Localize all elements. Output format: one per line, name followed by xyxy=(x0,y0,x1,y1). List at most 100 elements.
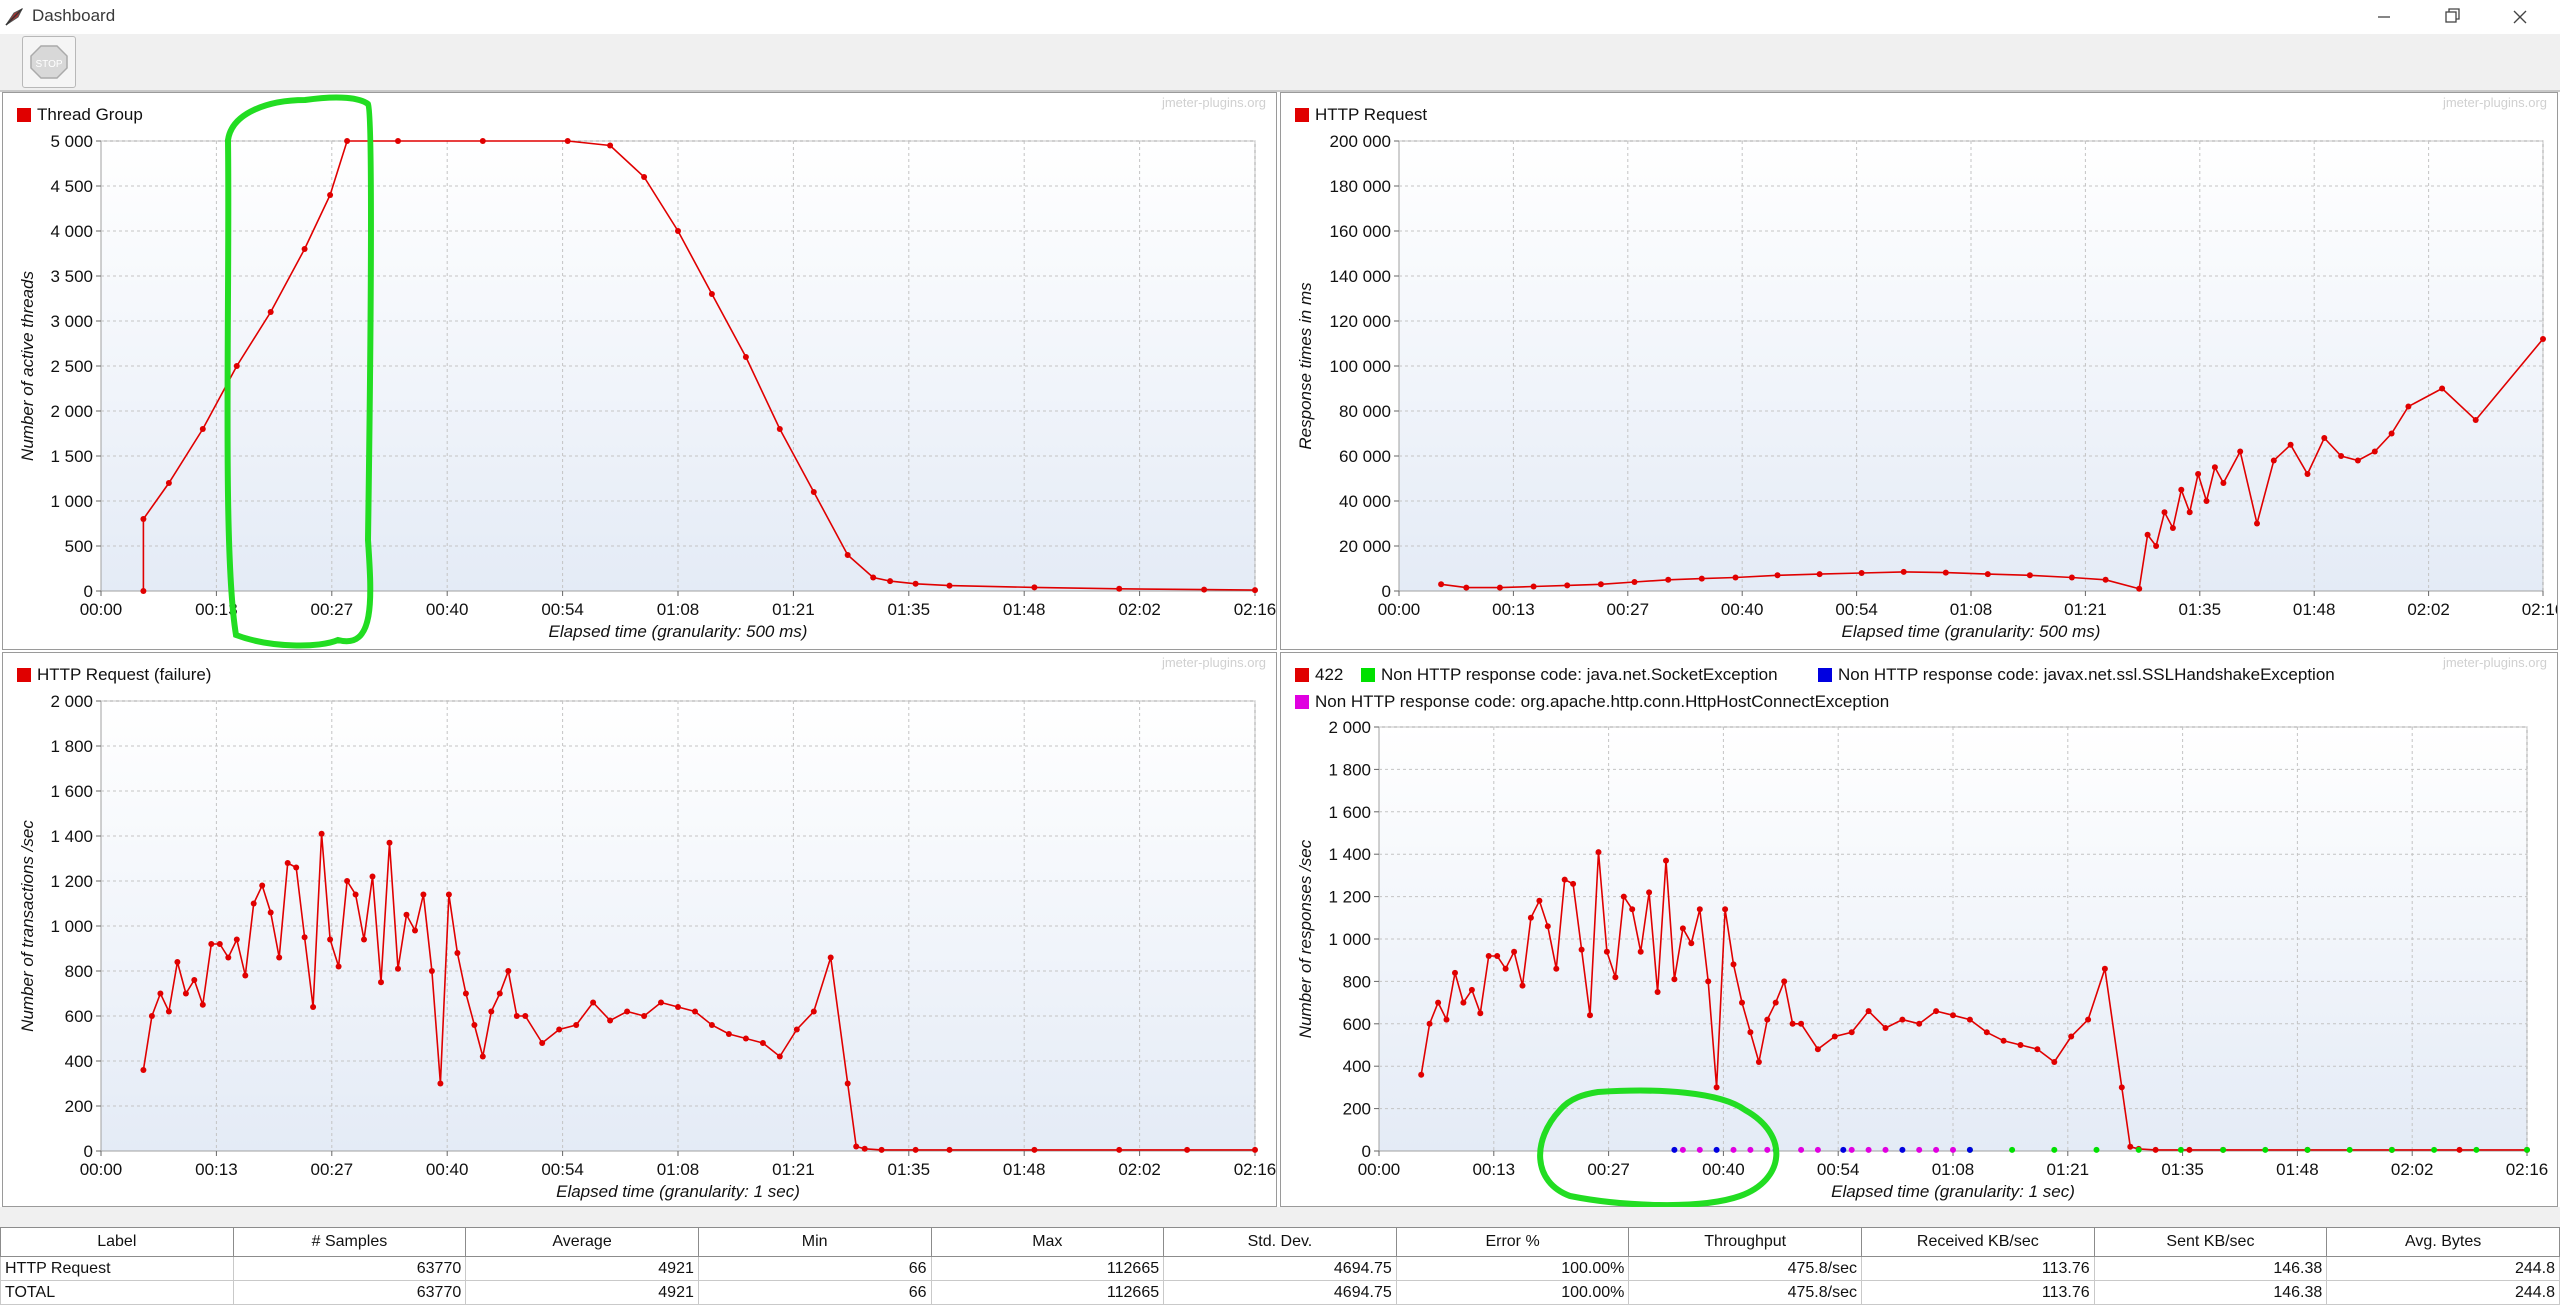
data-point xyxy=(2135,1146,2142,1153)
legend-swatch xyxy=(1295,695,1309,709)
data-point xyxy=(1950,1146,1956,1153)
data-point xyxy=(2017,1042,2024,1048)
watermark: jmeter-plugins.org xyxy=(1161,95,1266,110)
data-point xyxy=(2009,1146,2016,1153)
data-point xyxy=(2186,1146,2193,1153)
column-header[interactable]: Label xyxy=(0,1227,234,1257)
data-point xyxy=(870,574,877,581)
data-point xyxy=(912,1146,919,1153)
data-point xyxy=(1511,948,1518,955)
data-point xyxy=(1468,986,1475,993)
data-point xyxy=(2127,1143,2134,1150)
data-point xyxy=(793,1026,800,1033)
data-point xyxy=(1713,1084,1720,1091)
column-header[interactable]: # Samples xyxy=(232,1227,467,1257)
data-point xyxy=(1494,953,1501,959)
data-point xyxy=(250,900,257,907)
legend-swatch xyxy=(1295,668,1309,682)
data-point xyxy=(1899,1016,1906,1023)
table-cell: 244.8 xyxy=(2326,1280,2560,1305)
y-tick-label: 3 000 xyxy=(50,312,93,331)
table-row[interactable]: HTTP Request 63770 4921 66 112665 4694.75 100.… xyxy=(0,1256,2560,1281)
column-header[interactable]: Std. Dev. xyxy=(1163,1227,1397,1257)
x-tick-label: 00:27 xyxy=(311,1160,354,1179)
data-point xyxy=(1848,1029,1855,1036)
legend-swatch xyxy=(1295,108,1309,122)
chart-svg: jmeter-plugins.org 422 Non HTTP response c… xyxy=(1295,655,2549,1201)
x-tick-label: 00:27 xyxy=(1607,600,1650,619)
y-tick-label: 1 800 xyxy=(1328,760,1371,779)
data-point xyxy=(2388,1146,2395,1153)
column-header[interactable]: Throughput xyxy=(1628,1227,1862,1257)
x-tick-label: 00:00 xyxy=(80,600,123,619)
column-header[interactable]: Error % xyxy=(1395,1227,1630,1257)
data-point xyxy=(335,963,342,970)
x-tick-label: 01:35 xyxy=(2161,1160,2204,1179)
table-cell: 113.76 xyxy=(1861,1280,2095,1305)
data-point xyxy=(1201,586,1208,593)
y-tick-label: 1 200 xyxy=(50,872,93,891)
data-point xyxy=(878,1146,885,1153)
data-point xyxy=(233,363,240,369)
table-cell: 475.8/sec xyxy=(1628,1256,1862,1281)
data-point xyxy=(1485,953,1492,959)
data-point xyxy=(1631,579,1638,585)
data-point xyxy=(2000,1037,2007,1044)
data-point xyxy=(1031,1146,1038,1153)
data-point xyxy=(2354,457,2361,464)
minimize-button[interactable] xyxy=(2356,0,2412,34)
table-header-row: Label # Samples Average Min Max Std. Dev. Erro… xyxy=(0,1227,2560,1257)
data-point xyxy=(1184,1146,1191,1153)
x-tick-label: 02:16 xyxy=(2506,1160,2549,1179)
data-point xyxy=(776,426,783,432)
data-point xyxy=(1252,1146,1258,1153)
data-point xyxy=(428,968,435,974)
data-point xyxy=(2085,1016,2092,1023)
data-point xyxy=(1435,999,1442,1006)
data-point xyxy=(505,968,512,974)
data-point xyxy=(1595,849,1602,856)
data-point xyxy=(1900,568,1907,575)
column-header[interactable]: Avg. Bytes xyxy=(2326,1227,2560,1257)
restore-button[interactable] xyxy=(2424,0,2480,34)
data-point xyxy=(1536,897,1543,904)
series-line xyxy=(1420,852,2527,1151)
data-point xyxy=(1477,1010,1484,1017)
data-point xyxy=(1679,925,1686,932)
column-header[interactable]: Received KB/sec xyxy=(1861,1227,2095,1257)
data-point xyxy=(1772,1146,1779,1153)
data-point xyxy=(1781,978,1788,985)
x-tick-label: 00:27 xyxy=(1587,1160,1630,1179)
data-point xyxy=(2431,1146,2438,1153)
data-point xyxy=(1463,584,1470,591)
data-point xyxy=(276,954,283,961)
data-point xyxy=(1502,965,1509,972)
y-tick-label: 180 000 xyxy=(1330,177,1391,196)
data-point xyxy=(361,936,367,943)
data-point xyxy=(395,138,401,144)
column-header[interactable]: Min xyxy=(697,1227,932,1257)
chart-svg: jmeter-plugins.org HTTP Request (failure)… xyxy=(17,655,1276,1201)
column-header[interactable]: Average xyxy=(465,1227,699,1257)
data-point xyxy=(590,999,597,1006)
data-point xyxy=(420,891,427,898)
column-header[interactable]: Max xyxy=(930,1227,1165,1257)
close-button[interactable] xyxy=(2492,0,2548,34)
data-point xyxy=(624,1008,631,1015)
data-point xyxy=(810,489,817,495)
data-point xyxy=(165,1008,172,1015)
data-point xyxy=(2178,486,2185,493)
data-point xyxy=(2321,435,2328,441)
stop-button[interactable]: STOP xyxy=(22,36,76,88)
data-point xyxy=(148,1013,155,1019)
column-header[interactable]: Sent KB/sec xyxy=(2093,1227,2328,1257)
chart-svg: jmeter-plugins.org Thread Group 0 500 1 000 1… xyxy=(17,95,1276,641)
data-point xyxy=(140,516,147,522)
table-row[interactable]: TOTAL 63770 4921 66 112665 4694.75 100.00% 475.… xyxy=(0,1280,2560,1305)
data-point xyxy=(199,426,206,432)
data-point xyxy=(607,1017,614,1024)
data-point xyxy=(708,291,715,297)
data-point xyxy=(1519,982,1526,989)
y-tick-label: 400 xyxy=(1343,1057,1371,1076)
http-request-response-time-chart: jmeter-plugins.org HTTP Request 0 20 000 40 … xyxy=(1280,92,2558,650)
